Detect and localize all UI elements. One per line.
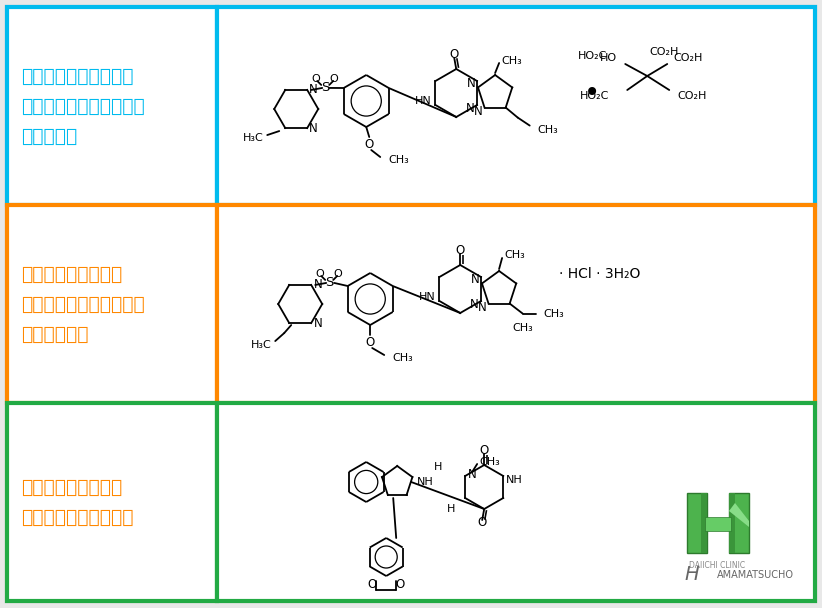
- Text: N: N: [470, 299, 479, 311]
- Text: H: H: [685, 565, 700, 584]
- Bar: [729, 493, 735, 553]
- Text: タダラフィルの構造式: タダラフィルの構造式: [21, 508, 133, 527]
- Text: N: N: [314, 278, 323, 291]
- Bar: [217, 403, 815, 601]
- Text: O: O: [367, 578, 376, 590]
- Text: N: N: [314, 317, 323, 330]
- Text: H₃C: H₃C: [242, 133, 263, 143]
- Bar: [7, 7, 217, 205]
- Text: O: O: [478, 517, 487, 530]
- Text: N: N: [467, 77, 476, 90]
- Text: N: N: [471, 273, 480, 286]
- Text: CH₃: CH₃: [543, 309, 565, 319]
- Text: NH: NH: [506, 475, 523, 485]
- Bar: [705, 517, 731, 531]
- Text: CO₂H: CO₂H: [677, 91, 707, 101]
- Text: シアリスの有効成分: シアリスの有効成分: [21, 477, 122, 497]
- Text: HN: HN: [415, 96, 432, 106]
- Text: N: N: [473, 105, 483, 118]
- Text: O: O: [312, 74, 321, 84]
- Text: CO₂H: CO₂H: [649, 47, 679, 57]
- Text: O: O: [366, 336, 375, 350]
- Text: 和物の構造式: 和物の構造式: [21, 325, 89, 344]
- Text: シルデナフィルクエン酸: シルデナフィルクエン酸: [21, 97, 145, 116]
- Text: · HCl · 3H₂O: · HCl · 3H₂O: [559, 267, 640, 281]
- Text: CH₃: CH₃: [538, 125, 558, 134]
- Text: •: •: [584, 79, 600, 107]
- Text: N: N: [309, 83, 318, 97]
- Text: CH₃: CH₃: [501, 56, 522, 66]
- Text: CH₃: CH₃: [512, 323, 533, 333]
- Text: O: O: [316, 269, 325, 279]
- Text: HN: HN: [418, 292, 436, 302]
- Text: AMAMATSUCHO: AMAMATSUCHO: [717, 570, 794, 580]
- Text: CH₃: CH₃: [388, 155, 409, 165]
- Text: O: O: [450, 49, 459, 61]
- Bar: [217, 205, 815, 403]
- Bar: [7, 205, 217, 403]
- Text: H: H: [447, 504, 455, 514]
- Text: CH₃: CH₃: [504, 250, 525, 260]
- Text: O: O: [330, 74, 339, 84]
- Text: N: N: [478, 301, 487, 314]
- Text: バルデナフィル塩酸塩水: バルデナフィル塩酸塩水: [21, 294, 145, 314]
- Text: N: N: [469, 468, 477, 480]
- Text: O: O: [479, 444, 489, 457]
- Text: CH₃: CH₃: [392, 353, 413, 363]
- Text: S: S: [325, 277, 334, 289]
- Text: HO₂C: HO₂C: [578, 51, 607, 61]
- Text: NH: NH: [417, 477, 433, 487]
- Text: O: O: [455, 244, 465, 258]
- Text: N: N: [466, 103, 475, 116]
- Text: H₃C: H₃C: [251, 340, 271, 350]
- Text: バイアグラの有効成分: バイアグラの有効成分: [21, 66, 133, 86]
- Bar: [701, 493, 707, 553]
- Text: S: S: [321, 81, 330, 94]
- Text: HO₂C: HO₂C: [580, 91, 609, 101]
- Text: O: O: [365, 139, 374, 151]
- Polygon shape: [729, 503, 749, 527]
- Text: HO: HO: [600, 53, 617, 63]
- Text: H: H: [434, 462, 442, 472]
- Text: DAIICHI CLINIC: DAIICHI CLINIC: [689, 561, 745, 570]
- Text: 塩の構造式: 塩の構造式: [21, 126, 77, 145]
- Text: O: O: [395, 578, 404, 590]
- Text: CH₃: CH₃: [479, 457, 500, 467]
- Text: N: N: [309, 122, 318, 134]
- Text: O: O: [334, 269, 343, 279]
- Bar: [687, 493, 707, 553]
- Bar: [217, 7, 815, 205]
- Bar: [7, 403, 217, 601]
- Bar: [729, 493, 749, 553]
- Text: CO₂H: CO₂H: [673, 53, 703, 63]
- Text: レビトラの有効成分: レビトラの有効成分: [21, 264, 122, 283]
